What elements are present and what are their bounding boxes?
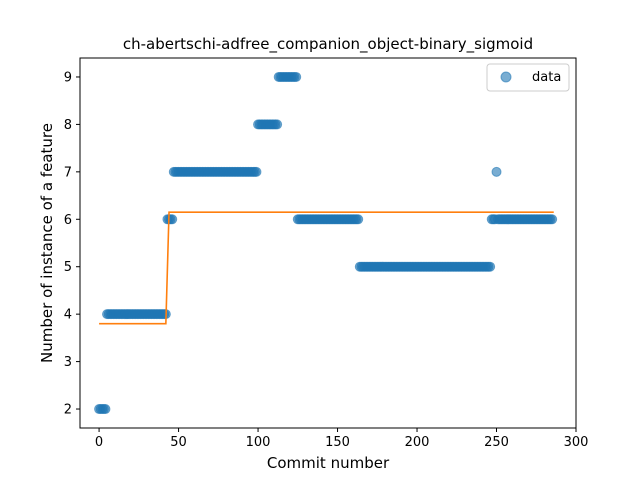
y-tick-label: 3	[64, 355, 72, 370]
x-tick-label: 150	[325, 435, 350, 450]
x-tick-label: 50	[170, 435, 187, 450]
data-point	[353, 214, 364, 225]
y-tick-label: 2	[64, 403, 72, 418]
data-point	[547, 214, 558, 225]
y-axis-label: Number of instance of a feature	[38, 123, 56, 363]
data-point	[272, 119, 283, 130]
y-tick-label: 5	[64, 260, 72, 275]
x-tick-label: 200	[405, 435, 430, 450]
data-point	[491, 166, 502, 177]
data-point	[167, 214, 178, 225]
chart-marks	[94, 71, 558, 415]
legend-box	[486, 63, 570, 92]
x-tick-label: 0	[95, 435, 103, 450]
legend-label-data: data	[532, 70, 561, 85]
data-point	[291, 71, 302, 82]
x-tick-label: 300	[564, 435, 589, 450]
y-tick-label: 8	[64, 118, 72, 133]
plot-frame	[79, 57, 577, 429]
x-tick-label: 100	[246, 435, 271, 450]
y-tick-label: 7	[64, 165, 72, 180]
x-axis-label: Commit number	[267, 454, 390, 472]
fit-line	[99, 211, 554, 325]
y-tick-label: 9	[64, 70, 72, 85]
x-tick-label: 250	[484, 435, 509, 450]
axis-ticks: 0 50 100 150 200 250 300 2 3 4 5 6 7 8 9	[64, 70, 589, 450]
legend: data	[486, 63, 570, 92]
data-point	[251, 166, 262, 177]
legend-marker	[500, 71, 512, 83]
y-tick-label: 4	[64, 308, 72, 323]
data-point	[100, 404, 111, 415]
y-tick-label: 6	[64, 213, 72, 228]
chart-title: ch-abertschi-adfree_companion_object-bin…	[123, 35, 533, 54]
data-point	[485, 261, 496, 272]
